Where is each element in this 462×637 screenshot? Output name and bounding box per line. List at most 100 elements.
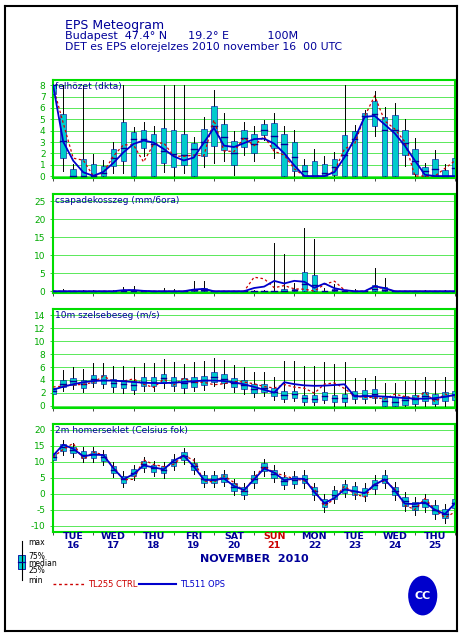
Bar [221,474,227,482]
Bar [402,396,407,405]
Bar [292,289,297,291]
Bar [151,377,156,386]
Bar [352,131,357,176]
Bar [141,377,146,386]
Bar [422,499,428,508]
Bar [221,374,227,383]
Bar [412,149,418,174]
Bar [91,164,96,176]
Bar [332,490,337,499]
Bar [71,378,76,385]
Bar [211,106,217,147]
Text: 2m homerseklet (Celsius fok): 2m homerseklet (Celsius fok) [55,426,188,435]
Bar [161,374,166,383]
Text: felhözet (dkta): felhözet (dkta) [55,82,122,90]
Bar [442,169,448,176]
Bar [50,85,56,94]
Bar [382,396,388,406]
Bar [80,159,86,176]
Bar [382,475,388,483]
Bar [322,164,327,176]
Bar [101,166,106,176]
Bar [121,122,126,162]
Text: Budapest  47.4° N      19.2° E           100M: Budapest 47.4° N 19.2° E 100M [65,31,298,41]
Bar [181,452,187,460]
Text: median: median [28,559,57,568]
Text: 25: 25 [428,541,442,550]
Bar [342,484,347,492]
Bar [141,461,146,468]
Bar [382,117,388,176]
Bar [151,134,156,176]
Bar [131,132,136,176]
Bar [442,509,448,518]
Text: SUN: SUN [263,532,286,541]
Bar [292,391,297,397]
Bar [181,134,187,165]
Bar [312,487,317,496]
Bar [211,475,217,483]
Bar [261,463,267,471]
Bar [302,164,307,176]
Text: TUE: TUE [344,532,365,541]
Bar [422,166,428,176]
Bar [191,289,196,291]
Bar [402,130,407,155]
Bar [61,444,66,451]
Text: SAT: SAT [224,532,244,541]
Bar [332,394,337,402]
Bar [372,285,377,291]
Bar [201,475,207,483]
Text: TL255 CTRL: TL255 CTRL [88,580,137,589]
Bar [452,390,458,400]
Bar [382,287,388,291]
Bar [261,384,267,392]
Text: TL511 OPS: TL511 OPS [180,580,225,589]
Text: 21: 21 [267,541,281,550]
Bar [312,161,317,176]
Bar [352,486,357,495]
Bar [131,469,136,476]
Bar [412,394,418,404]
Bar [80,451,86,458]
Bar [312,275,317,291]
Bar [332,159,337,175]
Bar [362,113,367,176]
Bar [121,476,126,483]
Bar [281,289,287,291]
Text: EPS Meteogram: EPS Meteogram [65,19,164,32]
Bar [181,378,187,388]
Bar [281,134,287,176]
Bar [302,475,307,483]
Text: DET es EPS elorejelzes 2010 november 16  00 UTC: DET es EPS elorejelzes 2010 november 16 … [65,42,342,52]
Bar [302,395,307,402]
Bar [272,469,277,478]
Text: TUE: TUE [63,532,84,541]
Bar [131,290,136,291]
Text: 22: 22 [308,541,321,550]
Bar [302,271,307,291]
Bar [332,289,337,291]
Bar [432,394,438,404]
Bar [111,149,116,166]
Bar [422,392,428,401]
Bar [91,451,96,458]
Text: CC: CC [414,590,431,601]
Bar [261,124,267,135]
Text: 10m szelsebeseg (m/s): 10m szelsebeseg (m/s) [55,311,160,320]
Bar [241,380,247,389]
Text: THU: THU [142,532,165,541]
Text: min: min [28,576,43,585]
Bar [281,477,287,485]
Bar [372,389,377,398]
Bar [372,480,377,489]
Bar [121,380,126,389]
Bar [161,128,166,162]
Bar [452,499,458,508]
Bar [201,288,207,291]
Text: 25%: 25% [28,566,45,575]
Text: 24: 24 [388,541,401,550]
Bar [171,376,176,387]
Bar [71,447,76,454]
Bar [372,101,377,126]
